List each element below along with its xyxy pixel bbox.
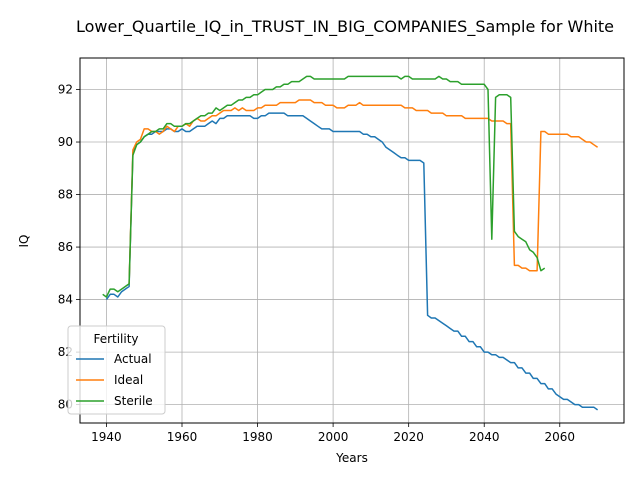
legend-label-sterile: Sterile (114, 394, 153, 408)
y-tick-label: 90 (58, 135, 73, 149)
x-axis-label: Years (335, 451, 368, 465)
series-layer (102, 75, 599, 411)
y-axis-label: IQ (17, 235, 31, 248)
series-line-sterile (102, 75, 546, 298)
y-tick-label: 86 (58, 240, 73, 254)
x-tick-label: 2000 (318, 430, 349, 444)
series-line-ideal (128, 99, 599, 284)
chart-title: Lower_Quartile_IQ_in_TRUST_IN_BIG_COMPAN… (76, 17, 614, 37)
y-tick-label: 88 (58, 188, 73, 202)
y-tick-label: 92 (58, 83, 73, 97)
x-tick-label: 1940 (91, 430, 122, 444)
x-tick-label: 1980 (242, 430, 273, 444)
ticks: 1940 1960 1980 2000 2020 2040 2060808284868890… (58, 83, 575, 444)
x-tick-label: 2040 (469, 430, 500, 444)
legend: Fertility Actual Ideal Sterile (67, 325, 166, 415)
plot-frame (79, 57, 625, 424)
series-line-actual (105, 112, 599, 411)
legend-label-actual: Actual (114, 352, 152, 366)
legend-title: Fertility (93, 332, 138, 346)
legend-box (67, 325, 166, 415)
y-tick-label: 84 (58, 293, 73, 307)
x-tick-label: 1960 (167, 430, 198, 444)
legend-label-ideal: Ideal (114, 373, 143, 387)
x-tick-label: 2060 (545, 430, 576, 444)
x-tick-label: 2020 (393, 430, 424, 444)
